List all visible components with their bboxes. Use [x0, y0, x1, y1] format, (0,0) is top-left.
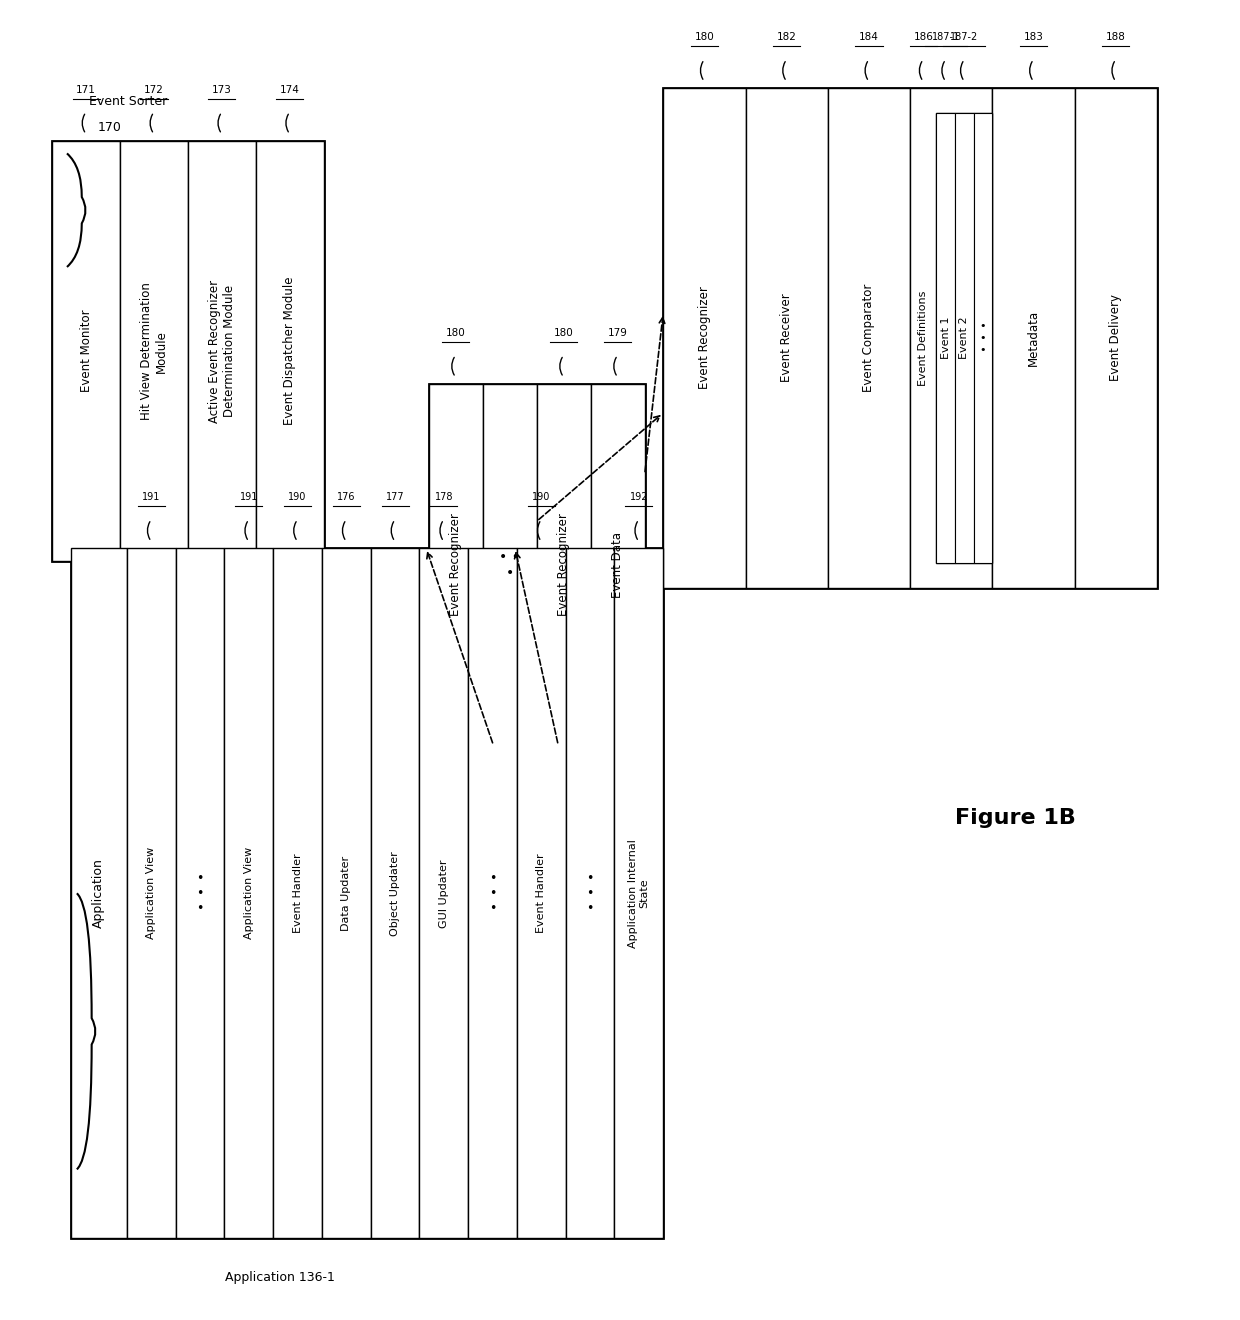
Text: Object Updater: Object Updater [391, 851, 401, 936]
Text: Event Receiver: Event Receiver [780, 293, 794, 383]
Text: 192: 192 [630, 492, 649, 503]
Text: Application Internal
State: Application Internal State [627, 840, 650, 948]
Text: Application 136-1: Application 136-1 [224, 1271, 335, 1284]
Text: Event Dispatcher Module: Event Dispatcher Module [283, 277, 296, 425]
Bar [176, 548, 224, 1238]
Bar [936, 114, 955, 562]
Bar [537, 384, 590, 746]
Text: Application View: Application View [146, 847, 156, 940]
Bar [936, 114, 992, 562]
Text: 179: 179 [608, 327, 627, 338]
Bar [255, 141, 324, 561]
Bar [590, 384, 645, 746]
Text: 190: 190 [532, 492, 551, 503]
Text: 191: 191 [143, 492, 160, 503]
Bar [565, 548, 615, 1238]
Text: 183: 183 [1023, 32, 1044, 42]
Text: 180: 180 [554, 327, 574, 338]
Bar [828, 88, 910, 587]
Bar [745, 88, 828, 587]
Text: Event 2: Event 2 [960, 317, 970, 359]
Text: 186: 186 [914, 32, 934, 42]
Bar [52, 141, 120, 561]
Text: 172: 172 [144, 84, 164, 95]
Bar [517, 548, 565, 1238]
Text: Event Monitor: Event Monitor [79, 310, 93, 392]
Text: 171: 171 [76, 84, 95, 95]
Bar [429, 384, 482, 746]
Text: Event Recognizer: Event Recognizer [449, 513, 463, 616]
Text: 191: 191 [239, 492, 258, 503]
Bar [429, 384, 645, 746]
Text: GUI Updater: GUI Updater [439, 859, 449, 928]
Bar [992, 88, 1075, 587]
Text: •
•
•: • • • [587, 871, 594, 915]
Text: 176: 176 [337, 492, 356, 503]
Bar [469, 548, 517, 1238]
Text: 180: 180 [694, 32, 714, 42]
Bar [663, 88, 1157, 587]
Bar [273, 582, 517, 1204]
Bar [52, 141, 324, 561]
Text: 170: 170 [98, 121, 122, 135]
Bar [273, 548, 322, 1238]
Bar [663, 88, 745, 587]
Bar [224, 548, 273, 1238]
Text: Event Handler: Event Handler [293, 854, 303, 933]
Text: 173: 173 [212, 84, 232, 95]
Text: 180: 180 [446, 327, 465, 338]
Text: Figure 1B: Figure 1B [955, 808, 1075, 828]
Text: •
•
•: • • • [980, 321, 986, 355]
Bar [188, 141, 255, 561]
Text: Event Delivery: Event Delivery [1110, 294, 1122, 381]
Bar [126, 548, 176, 1238]
Text: Event Data: Event Data [611, 532, 624, 598]
Text: Application View: Application View [244, 847, 254, 940]
Bar [71, 548, 663, 1238]
Text: 174: 174 [280, 84, 300, 95]
Text: Application: Application [92, 858, 105, 928]
Bar [120, 141, 188, 561]
Text: •
•
•: • • • [489, 871, 496, 915]
Text: Event Comparator: Event Comparator [863, 284, 875, 392]
Text: 177: 177 [386, 492, 404, 503]
Text: Event Sorter: Event Sorter [89, 95, 167, 108]
Text: 188: 188 [1106, 32, 1126, 42]
Text: • •
•: • • • [500, 549, 520, 579]
Text: 184: 184 [859, 32, 879, 42]
Bar [1075, 88, 1157, 587]
Text: 178: 178 [434, 492, 453, 503]
Text: Active Event Recognizer
Determination Module: Active Event Recognizer Determination Mo… [208, 280, 236, 422]
Bar [973, 114, 992, 562]
Text: Event Handler: Event Handler [537, 854, 547, 933]
Bar [71, 548, 126, 1238]
Bar [910, 88, 992, 587]
Bar [482, 384, 537, 746]
Text: Data Updater: Data Updater [341, 855, 351, 931]
Text: Event Recognizer: Event Recognizer [557, 513, 570, 616]
Text: Event 1: Event 1 [941, 317, 951, 359]
Text: Metadata: Metadata [1027, 310, 1040, 366]
Text: Event Definitions: Event Definitions [919, 290, 929, 385]
Bar [126, 582, 273, 1204]
Text: 187-2: 187-2 [950, 32, 978, 42]
Bar [955, 114, 973, 562]
Bar [322, 548, 371, 1238]
Bar [371, 548, 419, 1238]
Text: •
•
•: • • • [196, 871, 203, 915]
Text: Hit View Determination
Module: Hit View Determination Module [140, 282, 167, 420]
Text: 182: 182 [776, 32, 796, 42]
Bar [615, 548, 663, 1238]
Bar [419, 548, 469, 1238]
Text: 187-1: 187-1 [931, 32, 960, 42]
Text: 190: 190 [289, 492, 306, 503]
Text: Event Recognizer: Event Recognizer [698, 286, 711, 389]
